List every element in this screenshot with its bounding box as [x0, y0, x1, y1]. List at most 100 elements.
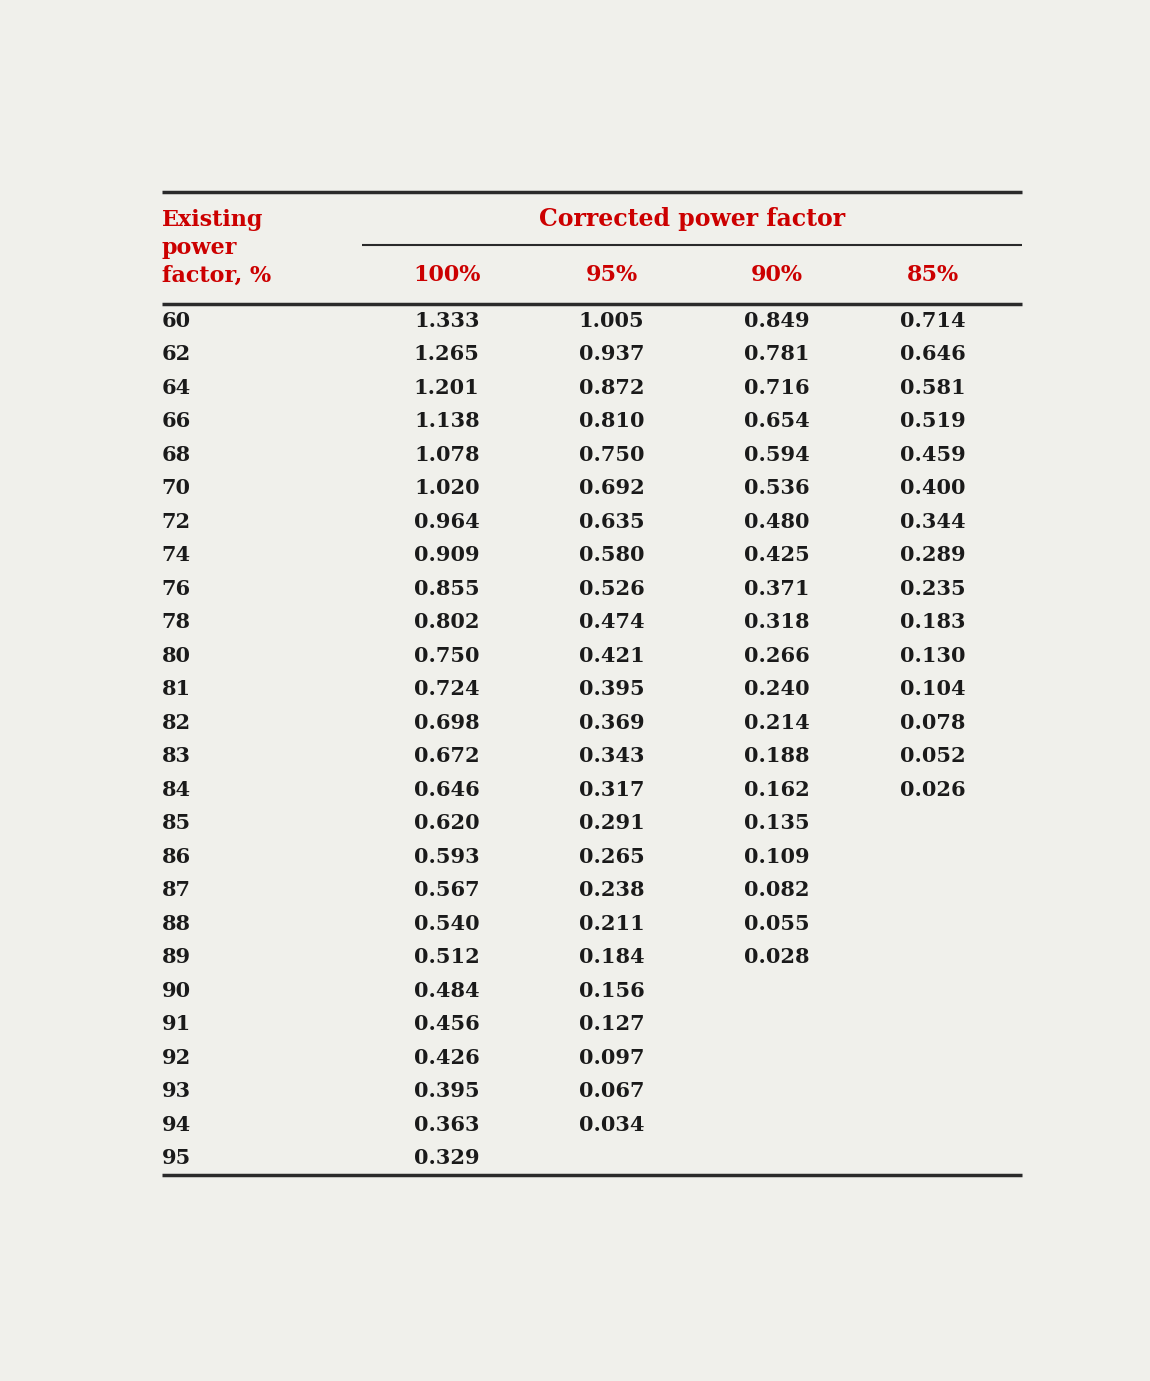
Text: 0.459: 0.459 [899, 445, 965, 464]
Text: 1.005: 1.005 [578, 311, 644, 330]
Text: 88: 88 [161, 914, 191, 934]
Text: 0.329: 0.329 [414, 1148, 480, 1168]
Text: 0.135: 0.135 [744, 813, 810, 833]
Text: 0.964: 0.964 [414, 512, 480, 532]
Text: 1.201: 1.201 [414, 377, 480, 398]
Text: 0.716: 0.716 [744, 377, 810, 398]
Text: 86: 86 [161, 847, 191, 867]
Text: 0.526: 0.526 [578, 579, 644, 599]
Text: 0.184: 0.184 [578, 947, 644, 967]
Text: 92: 92 [161, 1048, 191, 1068]
Text: 0.714: 0.714 [899, 311, 965, 330]
Text: 0.082: 0.082 [744, 880, 810, 900]
Text: 0.395: 0.395 [578, 679, 644, 699]
Text: 0.265: 0.265 [578, 847, 644, 867]
Text: 90: 90 [161, 981, 191, 1001]
Text: 0.235: 0.235 [899, 579, 965, 599]
Text: 74: 74 [161, 545, 191, 565]
Text: 80: 80 [161, 646, 191, 666]
Text: 64: 64 [161, 377, 191, 398]
Text: 0.937: 0.937 [578, 344, 644, 365]
Text: 0.536: 0.536 [744, 478, 810, 499]
Text: 95%: 95% [585, 264, 638, 286]
Text: 89: 89 [161, 947, 191, 967]
Text: 0.078: 0.078 [899, 713, 965, 733]
Text: 94: 94 [161, 1114, 191, 1135]
Text: 0.266: 0.266 [744, 646, 810, 666]
Text: 0.318: 0.318 [744, 612, 810, 632]
Text: 85: 85 [161, 813, 191, 833]
Text: 0.480: 0.480 [744, 512, 810, 532]
Text: 0.028: 0.028 [744, 947, 810, 967]
Text: 0.519: 0.519 [899, 412, 965, 431]
Text: 0.692: 0.692 [578, 478, 644, 499]
Text: 0.109: 0.109 [744, 847, 810, 867]
Text: 0.593: 0.593 [414, 847, 480, 867]
Text: 93: 93 [161, 1081, 191, 1101]
Text: 0.127: 0.127 [578, 1014, 644, 1034]
Text: 0.055: 0.055 [744, 914, 810, 934]
Text: 0.810: 0.810 [578, 412, 644, 431]
Text: 0.872: 0.872 [578, 377, 644, 398]
Text: 0.802: 0.802 [414, 612, 480, 632]
Text: 0.635: 0.635 [578, 512, 644, 532]
Text: 0.289: 0.289 [899, 545, 965, 565]
Text: 0.156: 0.156 [578, 981, 644, 1001]
Text: 0.567: 0.567 [414, 880, 480, 900]
Text: 0.421: 0.421 [578, 646, 644, 666]
Text: 0.026: 0.026 [899, 780, 965, 800]
Text: 0.474: 0.474 [578, 612, 644, 632]
Text: 0.540: 0.540 [414, 914, 480, 934]
Text: 0.781: 0.781 [744, 344, 810, 365]
Text: 0.512: 0.512 [414, 947, 480, 967]
Text: 0.067: 0.067 [578, 1081, 644, 1101]
Text: 0.672: 0.672 [414, 746, 480, 766]
Text: 87: 87 [161, 880, 191, 900]
Text: 0.425: 0.425 [744, 545, 810, 565]
Text: 66: 66 [161, 412, 191, 431]
Text: 0.034: 0.034 [578, 1114, 644, 1135]
Text: 100%: 100% [413, 264, 481, 286]
Text: 60: 60 [161, 311, 191, 330]
Text: 85%: 85% [906, 264, 959, 286]
Text: 0.654: 0.654 [744, 412, 810, 431]
Text: 0.909: 0.909 [414, 545, 480, 565]
Text: 0.214: 0.214 [744, 713, 810, 733]
Text: 0.400: 0.400 [899, 478, 965, 499]
Text: 0.698: 0.698 [414, 713, 480, 733]
Text: 0.188: 0.188 [744, 746, 810, 766]
Text: 90%: 90% [751, 264, 803, 286]
Text: 0.580: 0.580 [578, 545, 644, 565]
Text: 0.097: 0.097 [578, 1048, 644, 1068]
Text: 0.052: 0.052 [899, 746, 965, 766]
Text: 0.104: 0.104 [899, 679, 965, 699]
Text: 0.343: 0.343 [578, 746, 644, 766]
Text: 68: 68 [161, 445, 191, 464]
Text: 0.371: 0.371 [744, 579, 810, 599]
Text: 1.020: 1.020 [414, 478, 480, 499]
Text: 72: 72 [161, 512, 191, 532]
Text: 0.363: 0.363 [414, 1114, 480, 1135]
Text: 76: 76 [161, 579, 191, 599]
Text: 0.183: 0.183 [899, 612, 965, 632]
Text: 1.333: 1.333 [414, 311, 480, 330]
Text: 81: 81 [161, 679, 191, 699]
Text: 0.291: 0.291 [578, 813, 644, 833]
Text: 0.484: 0.484 [414, 981, 480, 1001]
Text: 0.456: 0.456 [414, 1014, 480, 1034]
Text: 0.395: 0.395 [414, 1081, 480, 1101]
Text: 0.620: 0.620 [414, 813, 480, 833]
Text: 0.724: 0.724 [414, 679, 480, 699]
Text: 84: 84 [161, 780, 191, 800]
Text: 82: 82 [161, 713, 191, 733]
Text: 0.238: 0.238 [578, 880, 644, 900]
Text: Corrected power factor: Corrected power factor [539, 207, 845, 231]
Text: 83: 83 [161, 746, 191, 766]
Text: 0.426: 0.426 [414, 1048, 480, 1068]
Text: 0.581: 0.581 [899, 377, 965, 398]
Text: 1.138: 1.138 [414, 412, 480, 431]
Text: 62: 62 [161, 344, 191, 365]
Text: 0.211: 0.211 [578, 914, 644, 934]
Text: 0.162: 0.162 [744, 780, 810, 800]
Text: 0.750: 0.750 [414, 646, 480, 666]
